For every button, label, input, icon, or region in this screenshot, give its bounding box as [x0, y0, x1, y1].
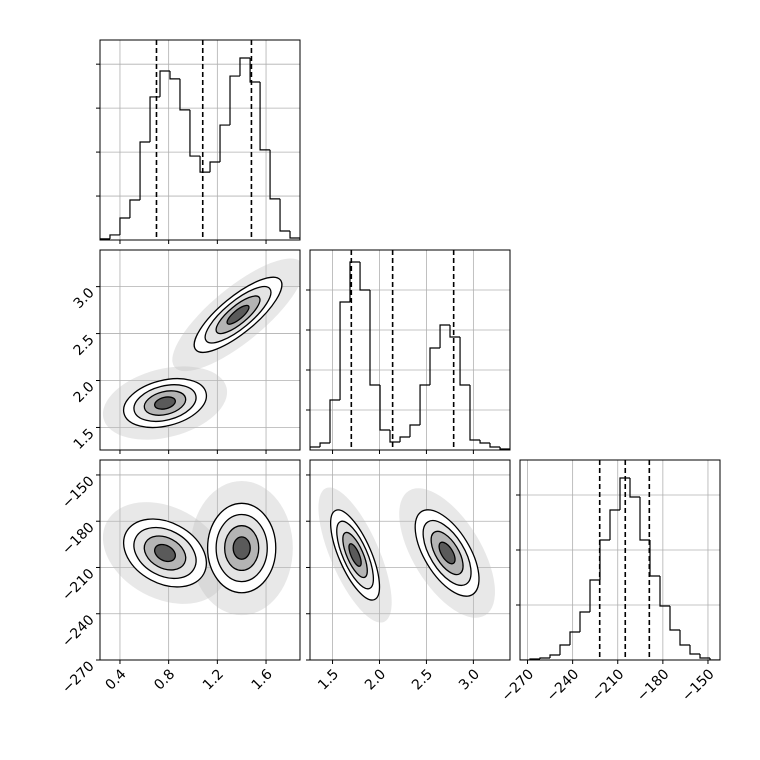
contour — [154, 396, 176, 410]
hist-step — [310, 446, 321, 450]
hist-step — [269, 149, 281, 200]
hist-step — [569, 631, 580, 645]
x-tick-label: −210 — [589, 666, 628, 705]
hist-step — [669, 606, 680, 631]
hist-step — [239, 57, 251, 77]
contour — [154, 543, 176, 563]
panel — [100, 40, 300, 240]
hist-step — [439, 324, 450, 348]
hist-step — [199, 156, 211, 173]
contour — [226, 304, 250, 325]
hist-step — [129, 199, 141, 219]
hist-step — [579, 611, 590, 632]
hist-step — [659, 576, 670, 607]
hist-step — [449, 325, 461, 338]
hist-step — [389, 430, 401, 443]
y-tick-label: −240 — [59, 612, 98, 651]
hist-step — [349, 261, 361, 302]
hist-step — [109, 234, 120, 239]
y-tick-label: 3.0 — [71, 285, 98, 312]
hist-step — [459, 337, 470, 386]
hist-step — [119, 217, 130, 235]
panel — [520, 460, 720, 660]
x-tick-label: −240 — [544, 666, 583, 705]
hist-step — [279, 198, 291, 232]
hist-step — [539, 657, 550, 659]
panel-frame — [99, 249, 301, 451]
x-tick-label: −180 — [634, 666, 673, 705]
contour — [348, 543, 362, 567]
hist-step — [499, 447, 510, 450]
hist-step — [379, 385, 390, 431]
contour — [232, 536, 251, 560]
x-tick-label: 1.5 — [315, 666, 342, 693]
hist-step — [139, 141, 151, 200]
hist-step — [189, 109, 201, 157]
panel-frame — [309, 459, 511, 661]
hist-step — [399, 436, 410, 442]
hist-step — [599, 539, 610, 580]
hist-step — [709, 658, 720, 660]
hist-step — [369, 290, 381, 386]
panel-frame — [309, 249, 511, 451]
x-tick-label: 2.5 — [409, 666, 436, 693]
hist-step — [219, 124, 231, 162]
hist-step — [159, 70, 170, 97]
hist-step — [429, 347, 441, 385]
hist-step — [359, 262, 370, 291]
y-tick-label: 1.5 — [71, 426, 98, 453]
panel — [310, 250, 510, 450]
hist-step — [409, 424, 421, 437]
hist-step — [629, 478, 640, 498]
x-tick-label: 1.6 — [249, 666, 276, 693]
hist-step — [559, 644, 570, 655]
y-tick-label: −210 — [59, 566, 98, 605]
hist-step — [589, 579, 600, 612]
hist-step — [100, 238, 110, 240]
hist-step — [689, 645, 700, 655]
hist-step — [479, 440, 490, 444]
hist-step — [609, 509, 620, 540]
hist-step — [489, 443, 501, 448]
panel — [100, 460, 300, 660]
hist-step — [619, 477, 630, 510]
hist-step — [249, 58, 261, 83]
hist-step — [289, 230, 300, 240]
y-tick-label: 2.5 — [71, 332, 98, 359]
hist-step — [339, 301, 350, 400]
x-tick-label: −150 — [679, 666, 718, 705]
hist-step — [259, 81, 271, 151]
x-tick-label: 0.4 — [103, 666, 130, 693]
contour — [438, 541, 456, 565]
y-tick-label: 2.0 — [71, 379, 98, 406]
hist-step — [209, 161, 221, 173]
hist-step — [179, 78, 190, 111]
hist-step — [329, 399, 341, 443]
hist-step — [229, 75, 240, 126]
x-tick-label: 0.8 — [151, 666, 178, 693]
hist-step — [319, 442, 330, 447]
panel — [310, 460, 510, 660]
y-tick-label: −180 — [59, 520, 98, 559]
hist-step — [549, 654, 560, 658]
hist-step — [699, 654, 710, 659]
panel — [100, 250, 300, 450]
x-tick-label: 1.2 — [200, 666, 227, 693]
x-tick-label: 3.0 — [456, 666, 483, 693]
y-tick-label: −150 — [59, 473, 98, 512]
panel-frame — [99, 39, 301, 241]
hist-step — [679, 630, 690, 646]
x-tick-label: 2.0 — [362, 666, 389, 693]
hist-step — [149, 96, 161, 142]
hist-step — [419, 384, 430, 425]
x-tick-label: −270 — [499, 666, 538, 705]
hist-step — [639, 497, 650, 541]
panel-frame — [99, 459, 301, 661]
hist-step — [169, 70, 180, 80]
panel-frame — [519, 459, 721, 661]
hist-step — [649, 540, 660, 577]
y-tick-label: −270 — [59, 658, 98, 697]
hist-step — [469, 385, 481, 441]
